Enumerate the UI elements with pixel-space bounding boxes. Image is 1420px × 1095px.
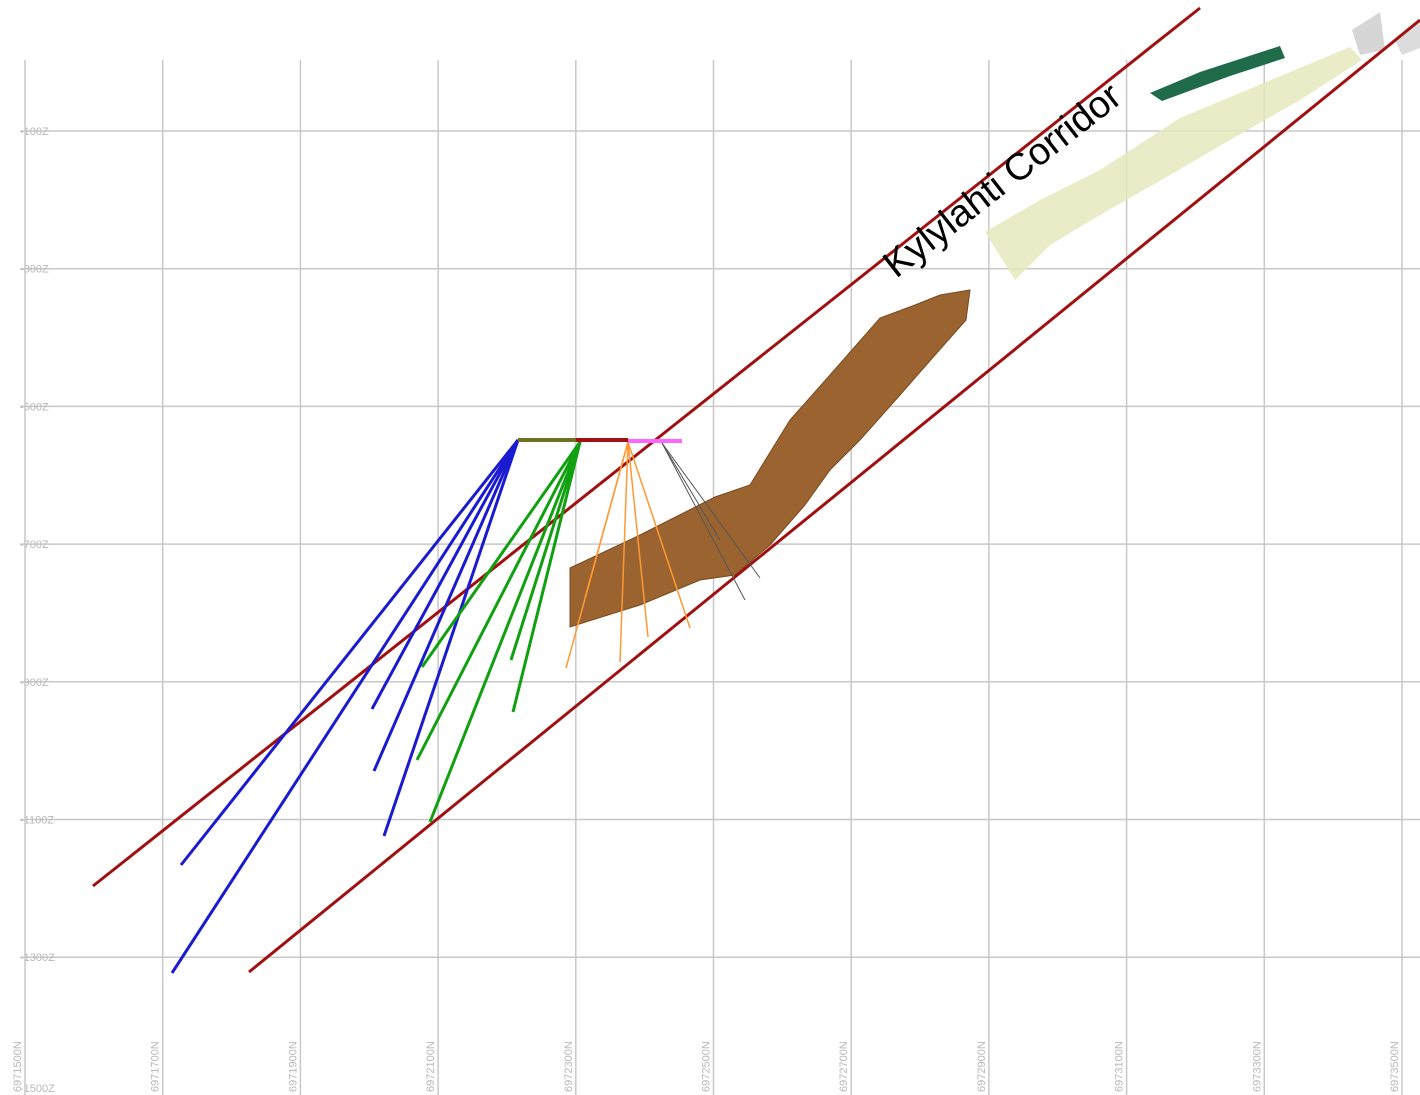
drill-hole bbox=[428, 441, 582, 823]
ore-body-pale bbox=[985, 47, 1362, 280]
drill-hole bbox=[509, 441, 582, 661]
drill-hole bbox=[179, 439, 520, 866]
drill-hole bbox=[415, 441, 582, 761]
n-label: 6973300N bbox=[1251, 1041, 1263, 1092]
z-label: -1500Z bbox=[20, 1083, 55, 1095]
drill-hole bbox=[627, 441, 691, 629]
grid: -100Z -300Z -500Z -700Z -900Z -1100Z -1300Z -15… bbox=[12, 60, 1420, 1095]
n-label: 6971500N bbox=[12, 1041, 24, 1092]
drill-hole bbox=[170, 439, 520, 974]
drill-hole bbox=[372, 439, 520, 772]
n-label: 6972500N bbox=[701, 1041, 713, 1092]
z-label: -100Z bbox=[20, 126, 49, 138]
drill-hole bbox=[584, 441, 629, 599]
corridor-line bbox=[92, 6, 1201, 888]
n-label: 6973500N bbox=[1389, 1041, 1401, 1092]
ore-body-gray bbox=[1395, 20, 1420, 55]
ore-body-dark bbox=[1150, 46, 1285, 101]
n-label: 6971900N bbox=[287, 1041, 299, 1092]
drill-hole bbox=[619, 441, 629, 663]
n-label: 6972900N bbox=[976, 1041, 988, 1092]
drill-hole bbox=[382, 439, 520, 837]
z-label: -1300Z bbox=[20, 952, 55, 964]
drill-hole bbox=[661, 442, 761, 579]
n-label: 6971700N bbox=[150, 1041, 162, 1092]
n-label: 6972300N bbox=[563, 1041, 575, 1092]
z-label: -300Z bbox=[20, 264, 49, 276]
drill-holes bbox=[170, 439, 761, 974]
n-label: 6972700N bbox=[838, 1041, 850, 1092]
drill-hole bbox=[511, 441, 582, 713]
drill-hole bbox=[661, 442, 721, 541]
ore-body-gray bbox=[1352, 12, 1385, 55]
drill-hole bbox=[420, 441, 582, 668]
corridor-line bbox=[248, 18, 1420, 974]
z-label: -1100Z bbox=[20, 815, 54, 827]
drill-hole bbox=[627, 441, 649, 638]
z-label: -700Z bbox=[20, 539, 49, 551]
z-label: -900Z bbox=[20, 677, 49, 689]
ore-body-brown bbox=[569, 289, 971, 628]
n-label: 6972100N bbox=[425, 1041, 437, 1092]
z-label: -500Z bbox=[20, 401, 49, 413]
n-label: 6973100N bbox=[1114, 1041, 1126, 1092]
drill-hole bbox=[661, 442, 746, 601]
drill-hole bbox=[370, 439, 520, 710]
